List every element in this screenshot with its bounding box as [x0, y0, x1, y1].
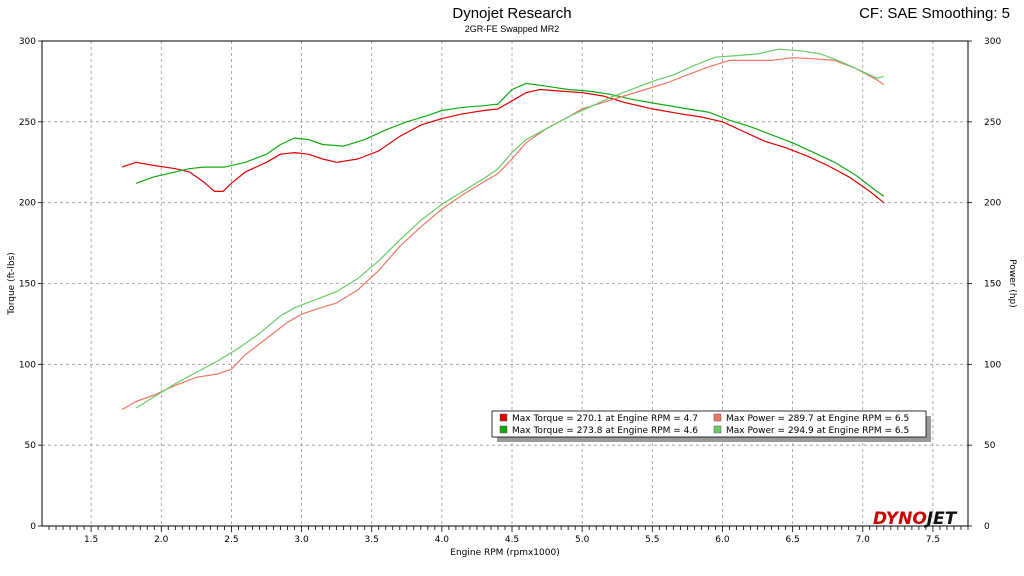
chart-title: Dynojet Research [452, 5, 572, 22]
x-tick-label: 7.0 [856, 535, 871, 545]
legend-swatch [713, 425, 722, 434]
y2-tick-label-right: 200 [984, 199, 1001, 209]
series-line-torque_green [135, 82, 885, 197]
legend-entry: Max Torque = 270.1 at Engine RPM = 4.7 [512, 414, 698, 424]
x-tick-label: 7.5 [926, 535, 940, 545]
y-tick-label-left: 300 [19, 37, 36, 47]
series-line-power_green [135, 48, 884, 409]
legend-swatch [713, 413, 722, 422]
legend-entry: Max Torque = 273.8 at Engine RPM = 4.6 [512, 426, 698, 436]
dynojet-logo: DYNOJET [873, 509, 958, 529]
grid [42, 41, 968, 526]
y-tick-label-left: 50 [25, 441, 37, 451]
y2-tick-label-right: 50 [984, 441, 996, 451]
x-tick-label: 3.5 [365, 535, 379, 545]
y2-tick-label-right: 0 [984, 522, 990, 532]
x-axis-label: Engine RPM (rpmx1000) [450, 548, 559, 558]
y-tick-label-left: 200 [19, 199, 36, 209]
series-lines [121, 48, 885, 411]
y2-axis-label: Power (hp) [1007, 259, 1017, 308]
y-tick-label-left: 250 [19, 118, 36, 128]
y-tick-label-left: 0 [30, 522, 36, 532]
y-tick-label-left: 150 [19, 280, 36, 290]
x-tick-label: 1.5 [84, 535, 98, 545]
x-tick-label: 2.0 [154, 535, 169, 545]
legend-entry: Max Power = 294.9 at Engine RPM = 6.5 [726, 426, 909, 436]
logo-text: DYNOJET [873, 509, 958, 529]
y2-tick-label-right: 150 [984, 280, 1001, 290]
x-tick-label: 2.5 [224, 535, 238, 545]
legend-entry: Max Power = 289.7 at Engine RPM = 6.5 [726, 414, 909, 424]
logo-text-part-2: JET [924, 509, 958, 529]
y2-tick-label-right: 100 [984, 360, 1001, 370]
legend-box [491, 410, 927, 438]
x-tick-label: 5.5 [645, 535, 659, 545]
y-axis-label: Torque (ft-lbs) [7, 252, 17, 316]
correction-factor-label: CF: SAE Smoothing: 5 [859, 5, 1010, 22]
x-tick-label: 4.5 [505, 535, 519, 545]
y2-tick-label-right: 300 [984, 37, 1001, 47]
series-line-power_red [121, 57, 885, 411]
axis-ticks: 1.5 2.0 2.5 3.0 3.5 4.0 4.5 5.0 5.5 6.0 6.5 7.0 7.5 0… [19, 37, 1002, 545]
chart-subtitle: 2GR-FE Swapped MR2 [464, 24, 560, 34]
legend-swatch [499, 425, 508, 434]
x-tick-label: 4.0 [435, 535, 450, 545]
x-tick-label: 6.5 [785, 535, 799, 545]
logo-text-part-1: DYNO [873, 509, 927, 529]
x-tick-label: 5.0 [575, 535, 590, 545]
legend-swatch [499, 413, 508, 422]
y2-tick-label-right: 250 [984, 118, 1001, 128]
x-tick-label: 3.0 [294, 535, 309, 545]
y-tick-label-left: 100 [19, 360, 36, 370]
x-tick-label: 6.0 [715, 535, 730, 545]
legend: Max Torque = 270.1 at Engine RPM = 4.7 Ma… [491, 410, 931, 442]
series-line-torque_red [121, 88, 885, 204]
